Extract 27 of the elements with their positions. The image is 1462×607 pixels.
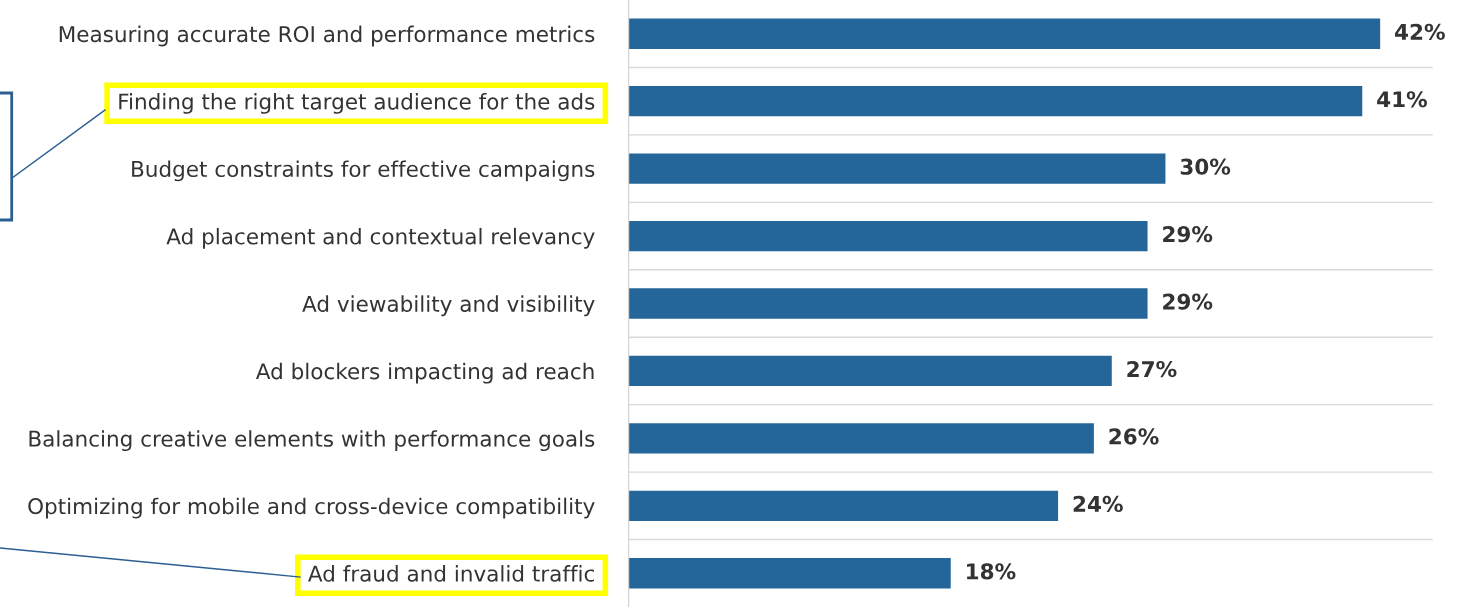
bar: [628, 85, 1363, 117]
data-label: 24%: [1073, 495, 1123, 513]
y-tick-label: Ad fraud and invalid traffic: [308, 565, 594, 582]
bar: [628, 18, 1381, 49]
bar: [628, 490, 1059, 522]
y-tick-label: Ad viewability and visibility: [302, 295, 595, 317]
bar: [628, 558, 951, 589]
y-tick-label: Ad blockers impacting ad reach: [255, 362, 594, 384]
bar: [628, 153, 1166, 184]
y-tick-label: Measuring accurate ROI and performance metrics: [59, 25, 595, 47]
data-label: 18%: [967, 563, 1016, 580]
y-tick-label: Ad placement and contextual relevancy: [166, 227, 595, 249]
data-label: 41%: [1377, 91, 1427, 108]
data-label: 29%: [1163, 293, 1213, 310]
bar: [628, 423, 1094, 454]
y-tick-label: Optimizing for mobile and cross-device compatibility: [28, 497, 595, 519]
data-label: 29%: [1163, 226, 1213, 243]
y-tick-label: Budget constraints for effective campaigns: [132, 160, 595, 182]
data-label: 42%: [1395, 23, 1445, 40]
bar: [628, 355, 1112, 387]
data-label: 27%: [1127, 360, 1177, 378]
bar: [628, 220, 1148, 252]
data-label: 30%: [1180, 158, 1231, 175]
data-label: 26%: [1109, 428, 1159, 445]
y-tick-label: Balancing creative elements with performance goals: [29, 430, 595, 452]
y-tick-label: Finding the right target audience for the ads: [119, 92, 595, 114]
bar: [628, 288, 1148, 319]
